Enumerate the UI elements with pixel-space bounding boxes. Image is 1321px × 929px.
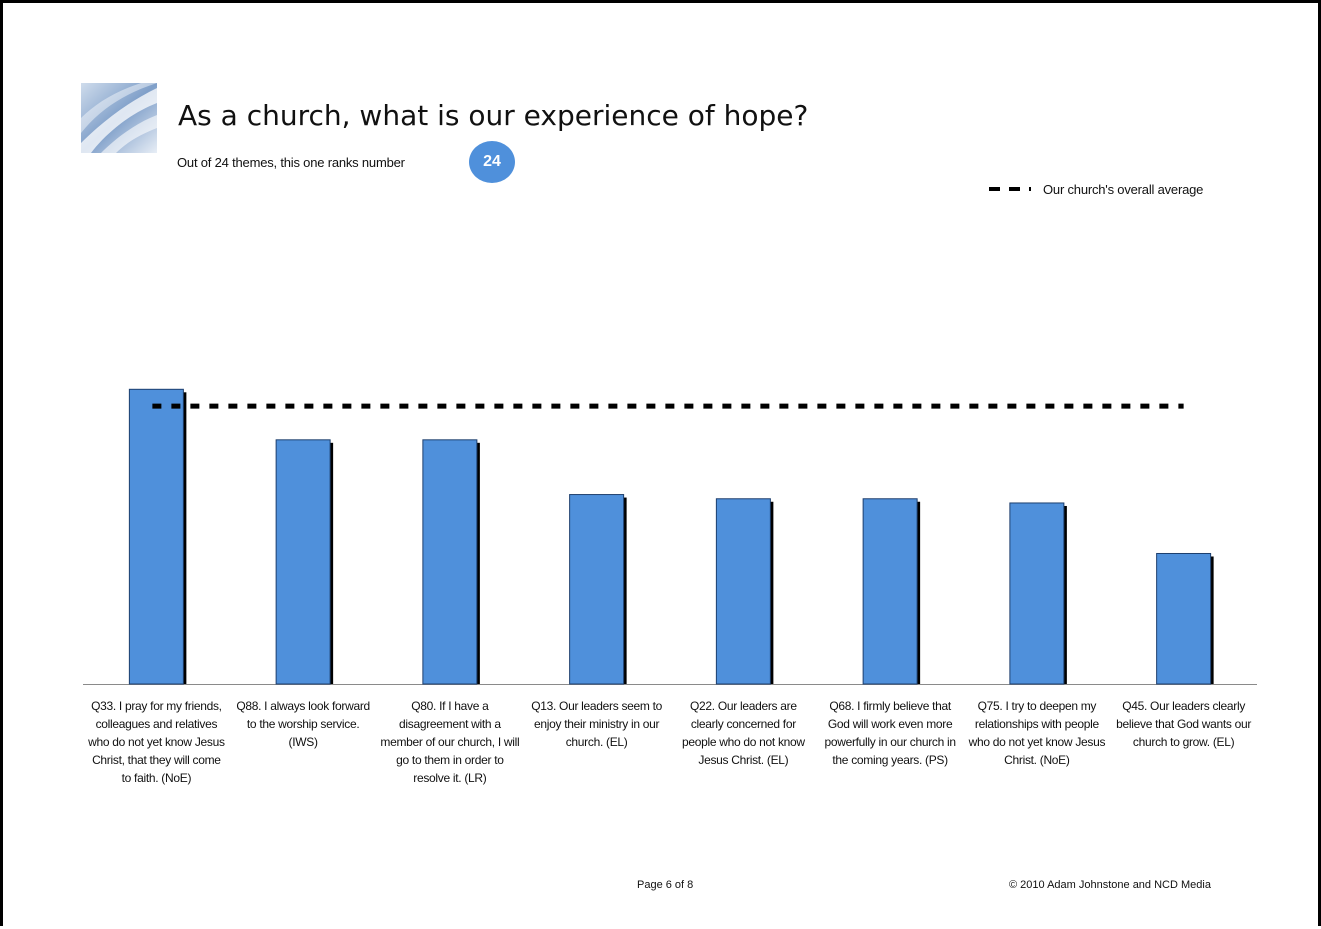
bar: [1156, 552, 1214, 685]
bar: [128, 388, 187, 685]
bar-fill: [862, 498, 918, 685]
legend-dashed-line-swatch: [989, 187, 1031, 191]
legend: Our church's overall average: [989, 180, 1203, 198]
page-number: Page 6 of 8: [637, 879, 694, 891]
bar-fill: [128, 388, 184, 685]
rank-badge: 24: [469, 141, 515, 183]
bar-fill: [715, 498, 771, 685]
bar: [1009, 502, 1067, 685]
bar: [569, 494, 627, 685]
bar-fill: [275, 439, 331, 685]
swirl-logo-icon: [81, 83, 157, 153]
bar-fill: [1009, 502, 1065, 685]
bar: [715, 498, 774, 685]
bar-fill: [569, 494, 625, 685]
rank-subtitle: Out of 24 themes, this one ranks number: [177, 155, 405, 170]
bar: [275, 439, 334, 685]
legend-label-average: Our church's overall average: [1043, 181, 1204, 197]
page-title: As a church, what is our experience of h…: [178, 99, 809, 132]
bar-chart: [83, 388, 1257, 685]
bar-fill: [422, 439, 478, 685]
bar: [422, 439, 480, 685]
bar: [862, 498, 921, 685]
copyright-notice: © 2010 Adam Johnstone and NCD Media: [1009, 879, 1211, 891]
bar-fill: [1156, 552, 1212, 685]
